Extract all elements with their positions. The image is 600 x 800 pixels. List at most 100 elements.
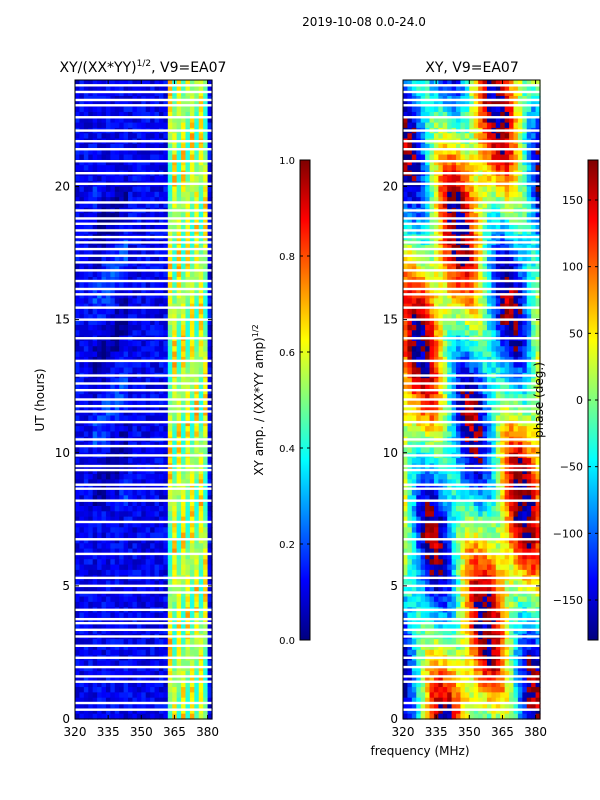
amplitude-heatmap-cell [114,708,120,715]
phase-heatmap-cell [451,229,457,236]
amplitude-heatmap-cell [128,282,134,289]
phase-heatmap-cell [407,90,413,97]
amplitude-heatmap-cell [172,191,178,198]
phase-heatmap-cell [531,85,537,92]
amplitude-heatmap-cell [101,410,107,417]
phase-heatmap-cell [517,85,523,92]
amplitude-heatmap-cell [132,159,138,166]
phase-heatmap-cell [478,191,484,198]
amplitude-heatmap-cell [194,255,200,262]
amplitude-heatmap-cell [119,165,125,172]
amplitude-heatmap-cell [75,431,81,438]
amplitude-heatmap-cell [101,340,107,347]
amplitude-heatmap-cell [189,122,195,129]
amplitude-heatmap-cell [203,426,209,433]
amplitude-heatmap-cell [176,223,182,230]
phase-heatmap-cell [460,213,466,220]
amplitude-heatmap-cell [136,543,142,550]
amplitude-heatmap-cell [128,649,134,656]
amplitude-heatmap-cell [83,703,89,709]
phase-heatmap-cell [407,229,413,236]
amplitude-heatmap-cell [110,612,116,619]
phase-heatmap-cell [517,106,523,113]
amplitude-heatmap-cell [92,623,98,630]
amplitude-heatmap-cell [97,223,103,230]
amplitude-heatmap-cell [203,660,209,667]
amplitude-heatmap-cell [189,676,195,683]
amplitude-heatmap-cell [194,537,200,544]
amplitude-heatmap-cell [185,644,191,651]
amplitude-heatmap-cell [101,229,107,236]
amplitude-heatmap-cell [185,271,191,278]
amplitude-heatmap-cell [185,80,191,86]
amplitude-heatmap-cell [189,623,195,630]
amplitude-heatmap-cell [172,687,178,693]
phase-heatmap-cell [478,149,484,156]
amplitude-heatmap-cell [132,431,138,438]
phase-heatmap-cell [433,229,439,236]
amplitude-heatmap-cell [158,500,164,507]
amplitude-heatmap-cell [181,495,187,502]
phase-heatmap-cell [486,133,492,140]
amplitude-heatmap-cell [119,511,125,518]
amplitude-heatmap-cell [75,495,81,502]
amplitude-heatmap-cell [158,506,164,512]
amplitude-heatmap-cell [167,564,173,571]
phase-heatmap-cell [526,191,532,198]
amplitude-heatmap-cell [105,324,111,331]
phase-heatmap-cell [500,85,506,92]
amplitude-heatmap-cell [114,149,120,156]
amplitude-heatmap-cell [119,639,125,646]
amplitude-heatmap-cell [75,628,81,635]
phase-heatmap-cell [429,165,435,172]
amplitude-heatmap-cell [114,687,120,693]
phase-heatmap-cell [438,111,444,118]
amplitude-heatmap-cell [97,537,103,544]
phase-heatmap-cell [407,186,413,193]
amplitude-heatmap-cell [92,351,98,358]
amplitude-heatmap-cell [154,133,160,140]
amplitude-heatmap-cell [88,367,94,374]
amplitude-heatmap-cell [110,85,116,92]
amplitude-heatmap-cell [150,314,156,321]
amplitude-heatmap-cell [136,154,142,161]
amplitude-heatmap-cell [75,159,81,166]
phase-heatmap-cell [517,197,523,204]
amplitude-heatmap-cell [101,521,107,528]
amplitude-heatmap-cell [123,527,129,534]
amplitude-heatmap-cell [123,111,129,118]
amplitude-heatmap-cell [110,543,116,550]
amplitude-heatmap-cell [163,639,169,646]
amplitude-heatmap-cell [110,468,116,475]
amplitude-heatmap-cell [88,122,94,129]
amplitude-heatmap-cell [154,85,160,92]
amplitude-heatmap-cell [185,468,191,475]
amplitude-heatmap-cell [114,250,120,257]
amplitude-heatmap-cell [194,506,200,512]
amplitude-heatmap-cell [110,431,116,438]
amplitude-heatmap-cell [132,548,138,555]
amplitude-heatmap-cell [185,623,191,630]
amplitude-heatmap-cell [105,671,111,677]
amplitude-heatmap-cell [97,340,103,347]
amplitude-heatmap-cell [172,90,178,97]
amplitude-heatmap-cell [119,287,125,294]
amplitude-heatmap-cell [207,506,213,512]
amplitude-heatmap-cell [176,111,182,118]
amplitude-heatmap-cell [185,346,191,353]
amplitude-heatmap-cell [207,665,213,672]
amplitude-heatmap-cell [207,111,213,118]
amplitude-heatmap-cell [119,149,125,156]
amplitude-heatmap-cell [181,601,187,608]
amplitude-heatmap-cell [176,559,182,566]
amplitude-heatmap-cell [75,399,81,406]
amplitude-heatmap-cell [150,559,156,566]
amplitude-heatmap-cell [176,420,182,427]
amplitude-heatmap-cell [88,415,94,422]
amplitude-heatmap-cell [123,261,129,267]
amplitude-heatmap-cell [176,80,182,86]
amplitude-heatmap-cell [136,165,142,172]
phase-heatmap-cell [438,218,444,225]
amplitude-heatmap-cell [83,202,89,209]
amplitude-flag-gap [75,608,212,612]
